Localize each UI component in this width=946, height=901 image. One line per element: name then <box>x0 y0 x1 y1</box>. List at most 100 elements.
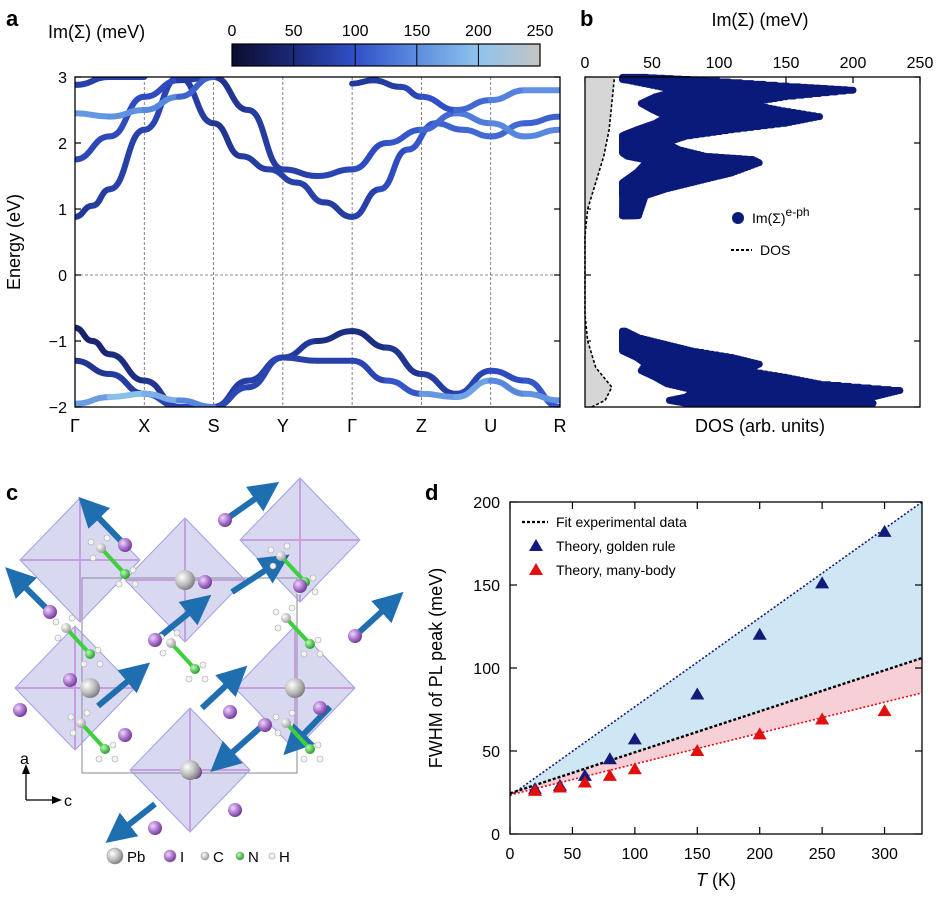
band-segment <box>349 140 390 173</box>
c-n-bond <box>284 721 312 751</box>
panel-b-top-ticks: 0 50 100 150 200 250 <box>581 55 933 408</box>
xtick-label: 50 <box>564 846 582 863</box>
top-tick-label: 50 <box>643 55 661 72</box>
band-segment <box>238 153 272 173</box>
band-segment <box>293 179 328 206</box>
crystal-structure-illustration <box>5 477 404 843</box>
displacement-arrow-icon <box>352 591 404 639</box>
band-segment <box>487 120 529 140</box>
hydrogen-atom <box>272 713 280 721</box>
triangle-marker <box>815 576 830 589</box>
band-segment <box>75 77 113 88</box>
hydrogen-atom <box>267 546 275 554</box>
nitrogen-atom <box>190 664 200 674</box>
band-segment <box>75 357 113 377</box>
lead-atoms <box>80 570 305 780</box>
band-segment <box>75 324 96 344</box>
iodine-atom <box>228 803 242 817</box>
golden-rule-fit-line <box>509 501 923 797</box>
hydrogen-atom <box>67 713 75 721</box>
xtick-label: 300 <box>871 846 898 863</box>
band-cb2 <box>75 77 560 179</box>
triangle-marker <box>877 704 892 717</box>
c-n-bond <box>79 721 107 751</box>
hydrogen-atom <box>201 675 209 683</box>
ytick-label: 200 <box>473 495 500 512</box>
band-segment <box>418 390 460 401</box>
top-tick-label: 200 <box>840 55 867 72</box>
band-segment <box>418 93 460 113</box>
triangle-marker <box>690 687 705 700</box>
band-segment <box>106 126 148 193</box>
atom-legend-n-icon <box>235 851 245 861</box>
displacement-arrow-icon <box>223 481 280 523</box>
iodine-atom <box>148 821 162 835</box>
band-segment <box>141 77 182 100</box>
ytick-label: −2 <box>49 400 67 417</box>
ytick-label: 100 <box>473 661 500 678</box>
atom-legend-pb-icon <box>106 847 124 865</box>
colorbar-tick-label: 0 <box>228 23 237 40</box>
hydrogen-atom <box>83 709 91 717</box>
nitrogen-atom <box>85 649 95 659</box>
ytick-label: 0 <box>491 827 500 844</box>
colorbar-tick-label: 100 <box>342 23 369 40</box>
xtick-label: 200 <box>746 846 773 863</box>
iodine-atom <box>348 629 362 643</box>
axis-a-arrow-icon <box>22 764 30 774</box>
kpoint-label: Γ <box>70 416 80 436</box>
methylammonium-molecules <box>52 534 324 763</box>
hydrogen-atom <box>288 709 296 717</box>
panel-b-top-axis-label: Im(Σ) (meV) <box>711 10 808 30</box>
kpoint-label: Z <box>416 416 427 436</box>
hydrogen-atom <box>69 729 77 737</box>
legend-golden-label: Theory, golden rule <box>556 538 676 554</box>
band-segment <box>75 202 96 220</box>
hydrogen-atom <box>311 588 319 596</box>
hydrogen-atom <box>300 755 308 763</box>
ytick-label: 150 <box>473 578 500 595</box>
many-body-fit-line <box>509 692 923 796</box>
c-n-bond <box>284 616 312 646</box>
triangle-marker <box>577 775 592 788</box>
band-segment <box>266 166 300 186</box>
legend-dos-label: DOS <box>760 242 790 258</box>
carbon-atom <box>276 551 286 561</box>
triangle-marker <box>815 712 830 725</box>
atom-legend-i-icon <box>163 849 177 863</box>
atom-legend: Pb I C N H <box>106 847 290 866</box>
legend-manybody-label: Theory, many-body <box>556 562 676 578</box>
panel-d-xlabel: T (K) <box>696 870 736 890</box>
band-segment <box>210 120 245 160</box>
triangle-marker <box>529 563 543 575</box>
band-segment <box>522 126 560 140</box>
band-cb4 <box>75 77 148 88</box>
hydrogen-atom <box>314 741 322 749</box>
carbon-atom <box>281 613 291 623</box>
band-segment <box>75 133 113 163</box>
band-segment <box>487 377 529 397</box>
panel-b-legend: Im(Σ)e-ph DOS <box>731 205 810 258</box>
hydrogen-atom <box>129 566 137 574</box>
nitrogen-atom <box>305 639 315 649</box>
panel-letter-d: d <box>425 480 438 505</box>
displacement-arrow-icon <box>5 567 53 615</box>
band-segment <box>106 351 148 384</box>
hydrogen-atom <box>89 554 97 562</box>
colorbar-label: Im(Σ) (meV) <box>48 22 145 42</box>
band-segment <box>349 77 376 87</box>
nitrogen-atom <box>100 744 110 754</box>
panel-d-ticks: 0 50 100 150 200 250 300 0 50 100 150 200 <box>473 495 922 863</box>
panel-a-yticks: 3 2 1 0 −1 −2 <box>49 70 560 417</box>
colorbar-tick-label: 150 <box>403 23 430 40</box>
hydrogen-atom <box>288 604 296 612</box>
c-n-bond <box>64 626 92 656</box>
panel-a: a Im(Σ) (meV) 0 50 100 150 200 250 Energy (eV… <box>4 6 567 436</box>
lead-atom <box>175 570 195 590</box>
atom-legend-label: I <box>180 849 184 866</box>
hydrogen-atom <box>54 634 62 642</box>
xtick-label: 150 <box>684 846 711 863</box>
triangle-marker <box>527 783 542 796</box>
nitrogen-atom <box>120 569 130 579</box>
carbon-atom <box>96 543 106 553</box>
